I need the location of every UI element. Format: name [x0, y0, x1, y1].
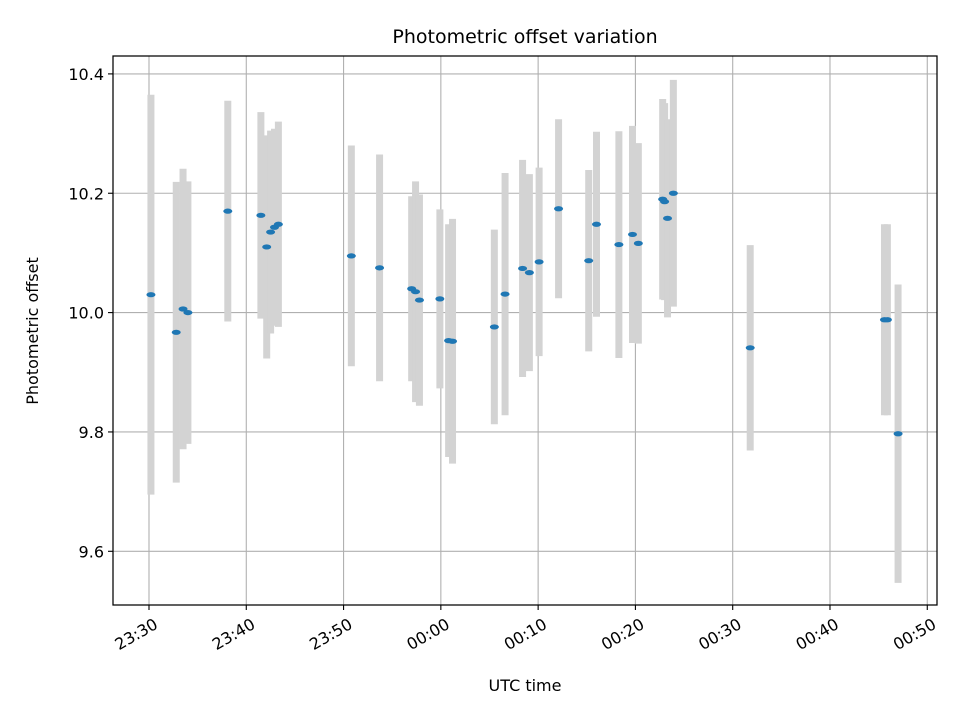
- data-point: [668, 190, 678, 196]
- data-point: [584, 258, 594, 264]
- data-point: [146, 292, 156, 298]
- y-tick-label: 9.6: [79, 542, 104, 561]
- data-point: [627, 231, 637, 238]
- data-point: [882, 317, 892, 323]
- data-points: [146, 190, 903, 437]
- y-tick-label: 10.2: [68, 184, 104, 203]
- data-point: [414, 297, 424, 303]
- data-point: [375, 265, 385, 271]
- data-point: [893, 431, 903, 437]
- data-point: [554, 206, 564, 212]
- data-point: [171, 329, 181, 335]
- data-point: [663, 215, 673, 221]
- y-tick-label: 10.4: [68, 65, 104, 84]
- data-point: [633, 240, 643, 246]
- y-tick-label: 10.0: [68, 304, 104, 323]
- data-point: [660, 199, 670, 205]
- data-point: [183, 309, 193, 316]
- chart-title: Photometric offset variation: [392, 26, 657, 48]
- data-point: [592, 221, 602, 227]
- data-point: [448, 338, 458, 344]
- data-point: [346, 253, 356, 259]
- data-point: [262, 244, 272, 250]
- y-axis-ticks: 9.6 9.8 10.0 10.2 10.4: [68, 65, 113, 561]
- data-point: [256, 212, 266, 218]
- y-axis-label: Photometric offset: [23, 257, 42, 405]
- data-point: [435, 296, 445, 302]
- data-point: [524, 270, 534, 276]
- x-axis-label: UTC time: [489, 676, 562, 695]
- data-point: [178, 306, 188, 312]
- data-point: [745, 345, 755, 351]
- data-point: [489, 324, 499, 330]
- data-point: [273, 221, 283, 227]
- data-point: [411, 289, 421, 295]
- y-tick-label: 9.8: [79, 423, 104, 442]
- plot-frame: [112, 55, 938, 606]
- data-point: [223, 208, 233, 214]
- data-point: [266, 229, 276, 235]
- data-point: [500, 291, 510, 297]
- data-point: [518, 265, 528, 272]
- data-point: [614, 241, 624, 248]
- data-point: [534, 259, 544, 265]
